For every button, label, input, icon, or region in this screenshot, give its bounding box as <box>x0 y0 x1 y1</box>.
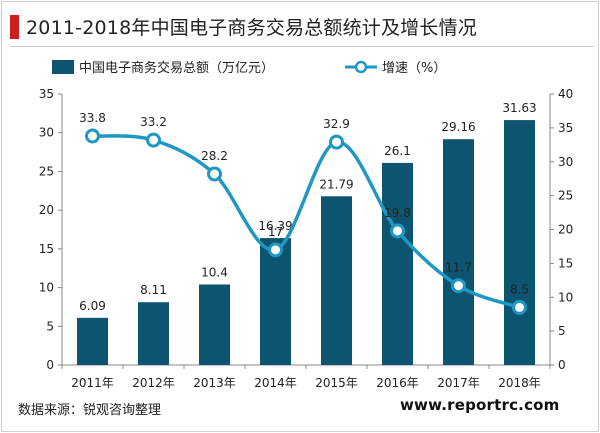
x-tick-label: 2011年 <box>71 376 114 390</box>
line-point <box>390 223 405 239</box>
y-right-tick-label: 40 <box>558 87 573 101</box>
y-left-tick-label: 10 <box>39 281 54 295</box>
growth-line <box>92 134 521 310</box>
legend-line-marker <box>354 60 368 74</box>
y-left-tick-label: 5 <box>46 319 54 333</box>
bar-value-label: 31.63 <box>502 101 536 115</box>
y-left-tick-label: 20 <box>39 203 54 217</box>
x-tick-label: 2013年 <box>193 376 236 390</box>
y-right-tick-label: 10 <box>558 290 573 304</box>
y-right-tick-label: 25 <box>558 189 573 203</box>
bar-value-label: 21.79 <box>319 177 353 191</box>
website-watermark: www.reportrc.com <box>400 396 560 414</box>
x-tick-label: 2015年 <box>315 376 358 390</box>
y-right-tick-label: 35 <box>558 121 573 135</box>
y-right-tick-label: 15 <box>558 256 573 270</box>
data-source: 数据来源：锐观咨询整理 <box>18 403 162 418</box>
y-left-tick-label: 35 <box>39 87 54 101</box>
bar <box>260 238 291 365</box>
bar-value-label: 8.11 <box>140 283 167 297</box>
y-right-tick-label: 20 <box>558 223 573 237</box>
line-point <box>207 166 222 182</box>
line-value-label: 17 <box>268 225 283 239</box>
line-value-label: 28.2 <box>201 149 228 163</box>
line-value-label: 11.7 <box>445 261 472 275</box>
line-value-label: 33.8 <box>79 111 106 125</box>
line-point <box>451 278 466 294</box>
y-left-tick-label: 0 <box>46 358 54 372</box>
bar <box>199 284 230 365</box>
title-accent-bar <box>10 15 19 39</box>
line-point <box>268 242 283 258</box>
line-value-label: 19.8 <box>384 206 411 220</box>
bar <box>321 196 352 365</box>
legend-bar-swatch <box>52 60 74 74</box>
bar-value-label: 26.1 <box>384 144 411 158</box>
y-right-tick-label: 30 <box>558 155 573 169</box>
line-point <box>329 134 344 150</box>
y-right-tick-label: 5 <box>558 324 566 338</box>
line-value-label: 8.5 <box>510 282 529 296</box>
legend-bar-label: 中国电子商务交易总额（万亿元） <box>79 60 274 76</box>
x-tick-label: 2016年 <box>376 376 419 390</box>
line-point <box>512 299 527 315</box>
legend-line-label: 增速（%） <box>382 61 446 76</box>
line-point <box>85 128 100 144</box>
x-tick-label: 2017年 <box>437 376 480 390</box>
line-value-label: 33.2 <box>140 115 167 129</box>
bar <box>443 139 474 365</box>
x-tick-label: 2018年 <box>498 376 541 390</box>
y-left-tick-label: 15 <box>39 242 54 256</box>
bar-value-label: 16.39 <box>258 219 292 233</box>
chart-title: 2011-2018年中国电子商务交易总额统计及增长情况 <box>26 17 477 39</box>
x-tick-label: 2012年 <box>132 376 175 390</box>
title-divider <box>10 46 594 47</box>
y-left-tick-label: 30 <box>39 126 54 140</box>
line-value-label: 32.9 <box>323 117 350 131</box>
bar <box>382 162 413 365</box>
bar <box>77 317 108 365</box>
bar-value-label: 6.09 <box>79 299 106 313</box>
bar <box>138 302 169 365</box>
y-left-tick-label: 25 <box>39 164 54 178</box>
y-right-tick-label: 0 <box>558 358 566 372</box>
bar-value-label: 29.16 <box>441 120 475 134</box>
bar-value-label: 10.4 <box>201 265 228 279</box>
line-point <box>146 132 161 148</box>
x-tick-label: 2014年 <box>254 376 297 390</box>
bar <box>504 120 535 365</box>
